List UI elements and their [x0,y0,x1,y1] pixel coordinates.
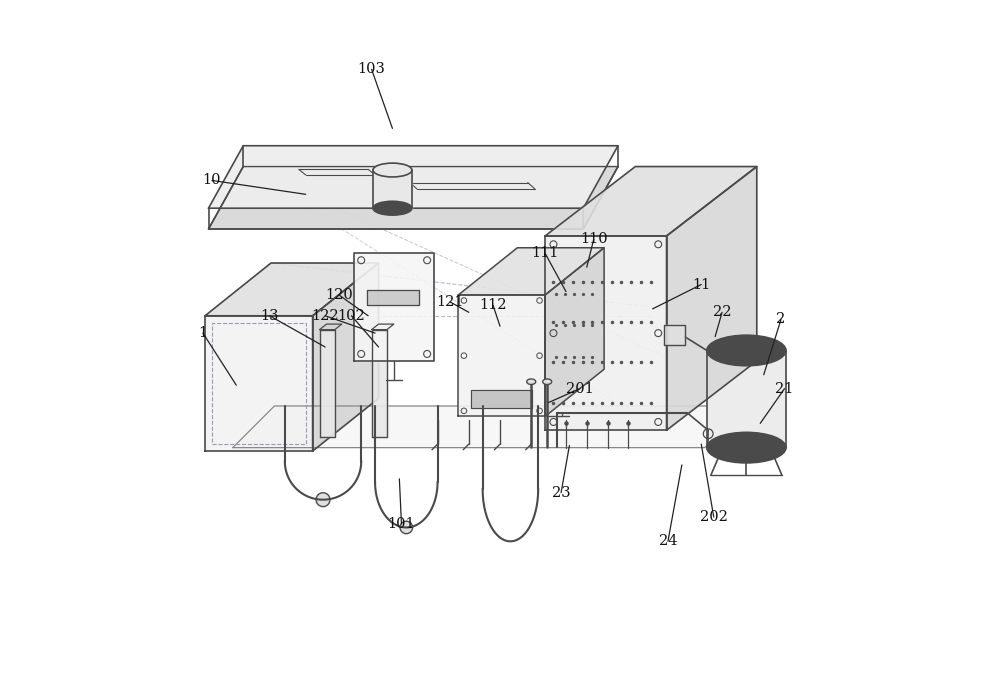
Text: 22: 22 [713,305,731,319]
Polygon shape [545,167,757,236]
Circle shape [400,521,413,534]
Polygon shape [367,289,419,305]
Text: 1: 1 [198,326,208,340]
Text: 11: 11 [692,278,710,291]
Text: 103: 103 [358,62,386,76]
Text: 101: 101 [388,517,415,531]
Polygon shape [545,236,667,430]
Ellipse shape [707,432,786,463]
Ellipse shape [721,341,772,360]
Text: 120: 120 [325,288,353,302]
Text: 10: 10 [203,174,221,187]
Polygon shape [354,253,434,361]
Polygon shape [667,167,757,430]
Polygon shape [373,170,412,208]
Polygon shape [707,350,786,448]
Text: 111: 111 [531,246,559,260]
Polygon shape [209,167,618,229]
Text: 24: 24 [659,534,677,548]
Polygon shape [458,248,604,295]
Ellipse shape [373,201,412,215]
Text: 201: 201 [566,382,594,396]
Text: 23: 23 [552,486,570,500]
Ellipse shape [527,379,536,384]
Text: 121: 121 [436,295,464,309]
Polygon shape [545,248,604,416]
Ellipse shape [707,335,786,366]
Text: 102: 102 [338,309,365,323]
Text: 112: 112 [479,298,507,312]
Polygon shape [471,390,532,408]
Text: 110: 110 [580,232,608,246]
Polygon shape [372,324,394,330]
Polygon shape [233,406,746,448]
Polygon shape [320,330,335,437]
Polygon shape [458,295,545,416]
Text: 202: 202 [700,510,728,524]
Polygon shape [313,263,379,451]
Polygon shape [205,263,379,316]
Text: 13: 13 [260,309,279,323]
Polygon shape [209,146,618,208]
Ellipse shape [373,163,412,177]
Ellipse shape [543,379,552,384]
Text: 122: 122 [311,309,339,323]
Polygon shape [320,324,342,330]
Polygon shape [205,316,313,451]
Text: 21: 21 [775,382,794,396]
Circle shape [316,493,330,507]
Text: 2: 2 [776,312,786,326]
Polygon shape [372,330,387,437]
Polygon shape [664,325,685,345]
